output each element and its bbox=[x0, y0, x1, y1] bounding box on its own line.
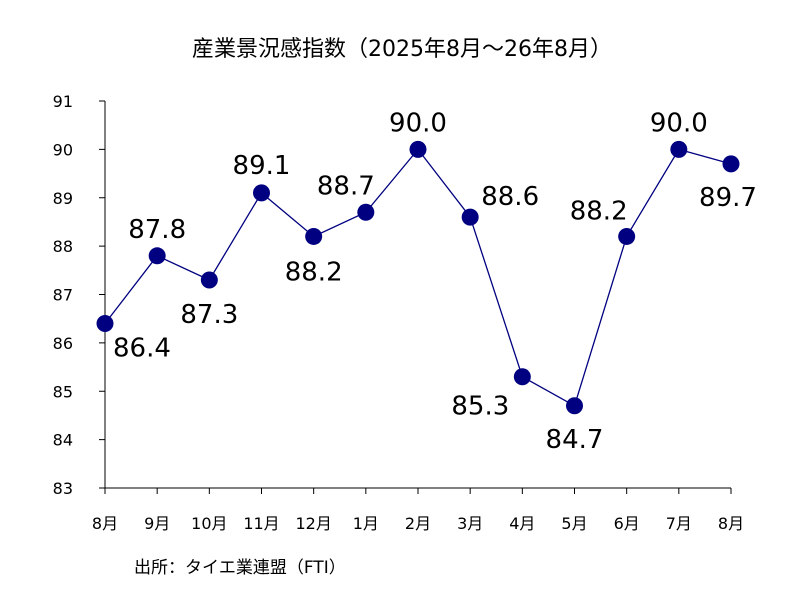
data-label: 87.3 bbox=[180, 300, 238, 330]
x-tick-label: 6月 bbox=[614, 514, 640, 533]
data-label: 90.0 bbox=[650, 108, 708, 138]
y-tick-label: 84 bbox=[53, 431, 73, 450]
source-note: 出所：タイエ業連盟（FTI） bbox=[134, 558, 346, 578]
data-point bbox=[253, 184, 270, 202]
x-tick-label: 11月 bbox=[243, 514, 279, 533]
series-line bbox=[104, 148, 732, 407]
x-tick-label: 3月 bbox=[457, 514, 483, 533]
data-point bbox=[566, 397, 583, 415]
data-label: 88.2 bbox=[570, 196, 628, 226]
x-tick-label: 7月 bbox=[666, 514, 692, 533]
data-label: 88.2 bbox=[285, 257, 343, 287]
data-point bbox=[409, 140, 427, 158]
data-point bbox=[96, 315, 114, 333]
y-tick-label: 86 bbox=[53, 334, 73, 353]
data-label: 87.8 bbox=[128, 215, 186, 245]
data-point bbox=[357, 203, 375, 221]
x-tick-label: 8月 bbox=[92, 514, 118, 533]
data-point bbox=[722, 155, 740, 173]
data-point bbox=[670, 140, 688, 158]
data-label: 90.0 bbox=[389, 108, 447, 138]
data-point bbox=[461, 208, 479, 226]
data-point bbox=[148, 247, 166, 265]
x-tick-label: 9月 bbox=[144, 514, 170, 533]
x-tick-label: 2月 bbox=[405, 514, 431, 533]
data-label: 88.7 bbox=[317, 171, 375, 201]
data-label: 89.7 bbox=[699, 183, 757, 213]
y-tick-label: 87 bbox=[53, 286, 73, 305]
data-point bbox=[200, 271, 218, 289]
data-point bbox=[618, 227, 636, 245]
x-tick-label: 12月 bbox=[295, 514, 331, 533]
y-tick-label: 88 bbox=[53, 237, 73, 256]
x-tick-label: 5月 bbox=[561, 514, 587, 533]
chart-title: 産業景況感指数（2025年8月～26年8月） bbox=[192, 37, 612, 62]
y-tick-label: 85 bbox=[53, 382, 73, 401]
data-label: 85.3 bbox=[451, 392, 509, 422]
y-tick-label: 90 bbox=[53, 140, 73, 159]
x-tick-label: 1月 bbox=[353, 514, 379, 533]
x-tick-label: 8月 bbox=[718, 514, 744, 533]
data-label: 89.1 bbox=[233, 151, 291, 181]
data-label: 84.7 bbox=[546, 425, 604, 455]
data-point bbox=[305, 227, 323, 245]
x-tick-label: 10月 bbox=[191, 514, 227, 533]
y-tick-label: 91 bbox=[53, 92, 73, 111]
y-tick-label: 83 bbox=[53, 479, 73, 498]
y-tick-label: 89 bbox=[53, 189, 73, 208]
x-tick-label: 4月 bbox=[509, 514, 535, 533]
data-point bbox=[513, 368, 531, 386]
data-label: 86.4 bbox=[113, 334, 171, 364]
data-label: 88.6 bbox=[481, 182, 539, 212]
